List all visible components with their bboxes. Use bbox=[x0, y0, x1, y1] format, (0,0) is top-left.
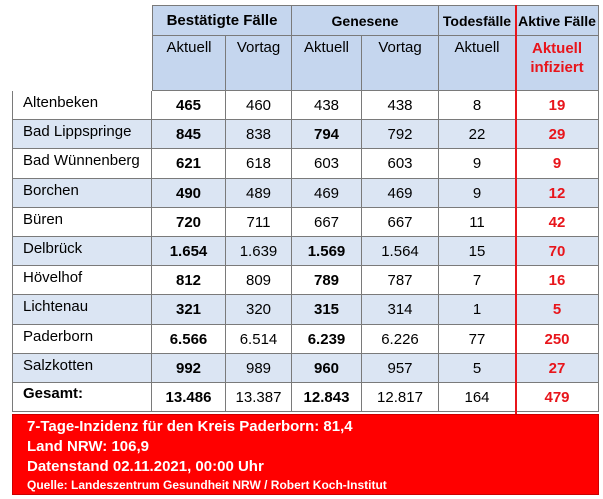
row-cell-rec-prev: 792 bbox=[362, 120, 439, 149]
subheader-confirmed-current: Aktuell bbox=[152, 36, 226, 91]
total-deaths: 164 bbox=[439, 383, 516, 412]
header-deaths: Todesfälle bbox=[439, 5, 516, 36]
row-cell-deaths: 8 bbox=[439, 91, 516, 120]
row-cell-name: Salzkotten bbox=[12, 354, 152, 383]
total-conf-cur: 13.486 bbox=[152, 383, 226, 412]
row-cell-deaths: 5 bbox=[439, 354, 516, 383]
row-cell-conf-prev: 838 bbox=[226, 120, 292, 149]
header-confirmed: Bestätigte Fälle bbox=[152, 5, 292, 36]
row-cell-conf-cur: 490 bbox=[152, 179, 226, 208]
row-cell-deaths: 22 bbox=[439, 120, 516, 149]
row-cell-active: 5 bbox=[516, 295, 599, 325]
row-cell-rec-prev: 438 bbox=[362, 91, 439, 120]
row-cell-name: Delbrück bbox=[12, 237, 152, 266]
row-cell-rec-prev: 6.226 bbox=[362, 325, 439, 354]
row-cell-active: 70 bbox=[516, 237, 599, 266]
row-cell-rec-cur: 603 bbox=[292, 149, 362, 179]
row-cell-rec-prev: 1.564 bbox=[362, 237, 439, 266]
row-cell-deaths: 11 bbox=[439, 208, 516, 237]
row-cell-name: Hövelhof bbox=[12, 266, 152, 295]
subheader-recovered-previous: Vortag bbox=[362, 36, 439, 91]
row-cell-conf-prev: 989 bbox=[226, 354, 292, 383]
total-conf-prev: 13.387 bbox=[226, 383, 292, 412]
row-cell-deaths: 1 bbox=[439, 295, 516, 325]
info-footer: 7-Tage-Inzidenz für den Kreis Paderborn:… bbox=[12, 414, 599, 495]
row-cell-deaths: 7 bbox=[439, 266, 516, 295]
row-cell-rec-prev: 469 bbox=[362, 179, 439, 208]
row-cell-conf-prev: 809 bbox=[226, 266, 292, 295]
row-cell-name: Borchen bbox=[12, 179, 152, 208]
active-divider-line bbox=[515, 5, 517, 414]
nrw-line: Land NRW: 106,9 bbox=[27, 438, 149, 455]
total-rec-cur: 12.843 bbox=[292, 383, 362, 412]
row-cell-deaths: 9 bbox=[439, 149, 516, 179]
row-cell-active: 29 bbox=[516, 120, 599, 149]
subheader-deaths-current: Aktuell bbox=[439, 36, 516, 91]
row-cell-conf-prev: 618 bbox=[226, 149, 292, 179]
row-cell-name: Lichtenau bbox=[12, 295, 152, 325]
row-cell-active: 12 bbox=[516, 179, 599, 208]
row-cell-name: Bad Lippspringe bbox=[12, 120, 152, 149]
row-cell-name: Bad Wünnenberg bbox=[12, 149, 152, 179]
row-cell-active: 19 bbox=[516, 91, 599, 120]
row-cell-name: Altenbeken bbox=[12, 91, 152, 120]
row-cell-rec-cur: 667 bbox=[292, 208, 362, 237]
total-active: 479 bbox=[516, 383, 599, 412]
row-cell-rec-prev: 787 bbox=[362, 266, 439, 295]
row-cell-deaths: 15 bbox=[439, 237, 516, 266]
row-cell-conf-cur: 992 bbox=[152, 354, 226, 383]
row-cell-conf-cur: 6.566 bbox=[152, 325, 226, 354]
subheader-recovered-current: Aktuell bbox=[292, 36, 362, 91]
subheader-confirmed-previous: Vortag bbox=[226, 36, 292, 91]
row-cell-conf-prev: 489 bbox=[226, 179, 292, 208]
source-line: Quelle: Landeszentrum Gesundheit NRW / R… bbox=[27, 478, 387, 492]
row-cell-conf-cur: 845 bbox=[152, 120, 226, 149]
row-cell-conf-prev: 711 bbox=[226, 208, 292, 237]
header-recovered: Genesene bbox=[292, 5, 439, 36]
row-cell-active: 27 bbox=[516, 354, 599, 383]
row-cell-conf-cur: 1.654 bbox=[152, 237, 226, 266]
row-cell-conf-prev: 320 bbox=[226, 295, 292, 325]
row-cell-conf-prev: 460 bbox=[226, 91, 292, 120]
row-cell-rec-cur: 6.239 bbox=[292, 325, 362, 354]
row-cell-rec-prev: 603 bbox=[362, 149, 439, 179]
row-cell-conf-cur: 321 bbox=[152, 295, 226, 325]
header-active: Aktive Fälle bbox=[516, 5, 599, 36]
row-cell-active: 9 bbox=[516, 149, 599, 179]
row-cell-rec-prev: 314 bbox=[362, 295, 439, 325]
row-cell-rec-cur: 315 bbox=[292, 295, 362, 325]
row-cell-conf-prev: 1.639 bbox=[226, 237, 292, 266]
row-cell-conf-cur: 720 bbox=[152, 208, 226, 237]
row-cell-rec-cur: 789 bbox=[292, 266, 362, 295]
row-cell-active: 250 bbox=[516, 325, 599, 354]
row-cell-deaths: 9 bbox=[439, 179, 516, 208]
row-cell-rec-cur: 794 bbox=[292, 120, 362, 149]
row-cell-rec-prev: 957 bbox=[362, 354, 439, 383]
row-cell-conf-cur: 621 bbox=[152, 149, 226, 179]
row-cell-name: Büren bbox=[12, 208, 152, 237]
row-cell-conf-cur: 465 bbox=[152, 91, 226, 120]
row-cell-conf-prev: 6.514 bbox=[226, 325, 292, 354]
total-name: Gesamt: bbox=[12, 383, 152, 412]
row-cell-name: Paderborn bbox=[12, 325, 152, 354]
row-cell-deaths: 77 bbox=[439, 325, 516, 354]
row-cell-active: 16 bbox=[516, 266, 599, 295]
row-cell-rec-cur: 438 bbox=[292, 91, 362, 120]
incidence-line: 7-Tage-Inzidenz für den Kreis Paderborn:… bbox=[27, 418, 353, 435]
subheader-active-infected: Aktuell infiziert bbox=[516, 36, 599, 91]
row-cell-rec-cur: 1.569 bbox=[292, 237, 362, 266]
row-cell-rec-cur: 469 bbox=[292, 179, 362, 208]
row-cell-rec-prev: 667 bbox=[362, 208, 439, 237]
date-line: Datenstand 02.11.2021, 00:00 Uhr bbox=[27, 458, 264, 475]
row-cell-rec-cur: 960 bbox=[292, 354, 362, 383]
row-cell-conf-cur: 812 bbox=[152, 266, 226, 295]
total-rec-prev: 12.817 bbox=[362, 383, 439, 412]
row-cell-active: 42 bbox=[516, 208, 599, 237]
